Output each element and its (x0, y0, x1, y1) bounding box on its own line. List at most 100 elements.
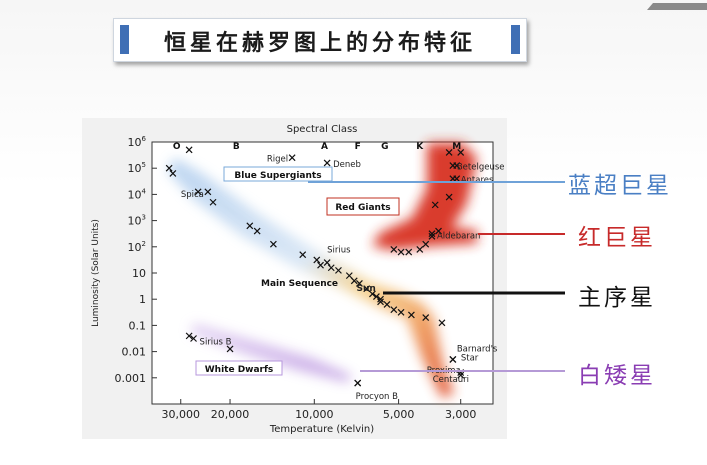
blue-supergiants-label: Blue Supergiants (234, 171, 321, 181)
star-marker (345, 272, 353, 280)
star-marker (246, 222, 254, 230)
y-tick-label: 0.1 (129, 319, 147, 332)
y-tick-label: 1 (139, 293, 146, 306)
star-marker (369, 290, 376, 298)
star-marker (194, 188, 202, 196)
white-dwarfs-label: White Dwarfs (205, 365, 274, 375)
star-marker (372, 293, 380, 301)
star-marker-barnard-s-star (449, 356, 457, 363)
star-marker (390, 245, 398, 253)
blue-supergiants-label-box (223, 166, 333, 182)
star-label-betelgeuse: Betelgeuse (457, 163, 505, 173)
star-marker (165, 164, 173, 172)
spectral-class-a: A (321, 142, 328, 152)
blue-supergiant-callout: 蓝超巨星 (568, 173, 672, 199)
x-axis-ticks: 30,000 20,000 10,000 5,000 3,000 (161, 399, 476, 421)
x-tick-label: 5,000 (383, 408, 415, 421)
star-marker-deneb (323, 159, 331, 167)
star-marker (327, 264, 335, 272)
star-marker (397, 248, 405, 256)
y-tick-label: 106 (128, 135, 147, 149)
star-marker (431, 201, 439, 209)
star-marker (169, 170, 177, 177)
star-marker (445, 193, 453, 201)
star-marker (428, 230, 436, 238)
star-marker-spica (204, 188, 212, 196)
star-marker-sirius (323, 259, 331, 266)
star-marker-sun (377, 295, 384, 303)
star-marker (435, 227, 442, 235)
white-dwarfs-label-box (195, 360, 283, 376)
main-sequence-callout: 主序星 (578, 285, 656, 311)
spectral-class-title: Spectral Class (287, 124, 358, 135)
star-marker-sirius-b (190, 335, 197, 342)
star-marker (356, 280, 363, 287)
star-marker-procyon-b (354, 379, 362, 387)
slide-title: 恒星在赫罗图上的分布特征 (163, 31, 476, 56)
star-marker (317, 261, 324, 269)
white-dwarfs-region (190, 323, 352, 382)
star-label-rigel: Rigel (267, 155, 288, 165)
star-marker-proxima-centauri (457, 371, 465, 379)
star-label-barnard-s-star: Barnard's Star (457, 344, 498, 363)
star-marker (377, 298, 384, 306)
x-tick-label: 10,000 (295, 408, 334, 421)
star-marker-antares (453, 175, 461, 183)
star-label-antares: Antares (461, 176, 494, 186)
x-tick-label: 3,000 (445, 408, 477, 421)
star-marker (422, 314, 430, 321)
main-sequence-label: Main Sequence (261, 279, 338, 289)
red-giant-callout: 红巨星 (578, 225, 656, 251)
spectral-class-k: K (416, 142, 424, 152)
star-marker (445, 149, 453, 156)
slide-title-box: 恒星在赫罗图上的分布特征 (113, 18, 527, 62)
star-marker (363, 285, 371, 293)
red-giants-region (372, 143, 477, 250)
star-marker-rigel (288, 154, 296, 162)
y-tick-label: 0.01 (122, 346, 147, 359)
corner-logo (647, 3, 707, 10)
star-marker (335, 266, 342, 274)
star-marker (269, 240, 277, 248)
stellar-regions (167, 143, 477, 398)
star-marker (313, 256, 321, 264)
star-marker (457, 149, 465, 156)
title-right-bar (511, 25, 520, 54)
y-tick-label: 10 (132, 267, 146, 280)
spectral-class-o: O (173, 142, 181, 152)
star-marker (405, 248, 413, 256)
spectral-class-f: F (355, 142, 361, 152)
star-marker (350, 277, 358, 285)
star-marker-aldebaran (428, 232, 436, 240)
title-left-bar (120, 25, 129, 54)
spectral-class-m: M (452, 142, 461, 152)
star-label-sirius: Sirius (327, 246, 351, 256)
star-label-spica: Spica (181, 190, 204, 200)
main-sequence-band (167, 158, 454, 398)
star-marker (422, 240, 430, 248)
red-giants-label: Red Giants (335, 203, 390, 213)
star-markers (165, 146, 465, 387)
y-tick-label: 105 (128, 161, 146, 175)
star-marker (185, 332, 193, 340)
x-tick-label: 20,000 (211, 408, 250, 421)
y-tick-label: 102 (128, 240, 146, 254)
star-label-aldebaran: Aldebaran (437, 231, 481, 241)
star-marker (390, 306, 398, 314)
star-marker (407, 311, 415, 319)
y-tick-label: 103 (128, 214, 146, 228)
spectral-class-b: B (233, 142, 240, 152)
y-tick-label: 0.001 (115, 372, 147, 385)
star-label-deneb: Deneb (333, 160, 361, 170)
x-axis-label: Temperature (Kelvin) (269, 424, 374, 435)
star-label-sun: Sun (357, 284, 376, 294)
x-tick-label: 30,000 (161, 408, 200, 421)
spectral-class-g: G (381, 142, 388, 152)
star-marker (416, 245, 424, 253)
y-axis-label: Luminosity (Solar Units) (91, 219, 101, 327)
star-label-procyon-b: Procyon B (356, 392, 398, 402)
